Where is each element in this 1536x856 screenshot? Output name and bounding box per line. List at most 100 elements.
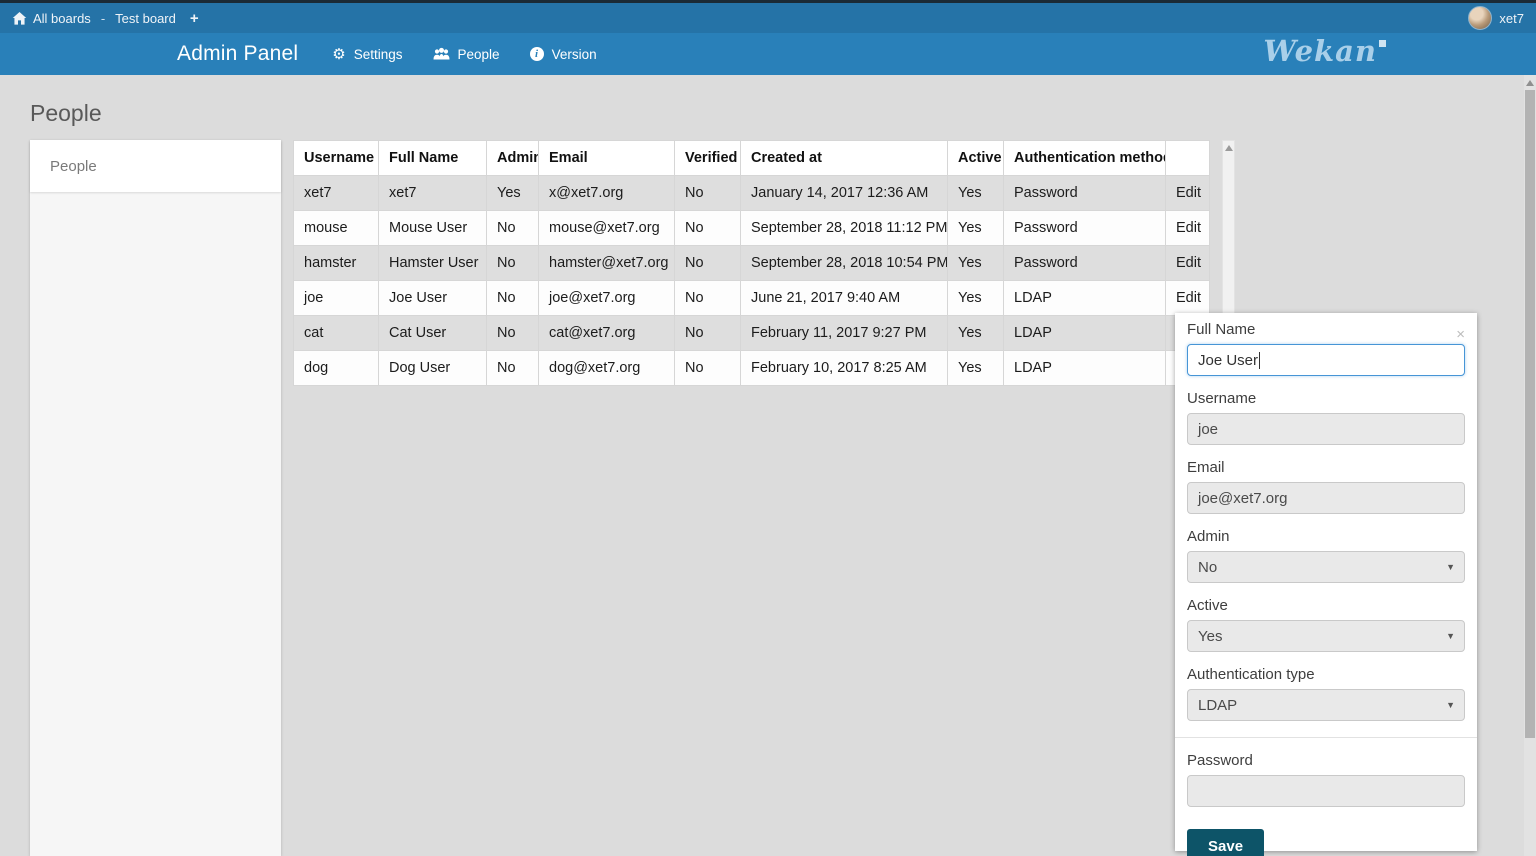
text-caret xyxy=(1259,351,1261,369)
admin-select[interactable]: No ▼ xyxy=(1187,551,1465,583)
cell-admin: No xyxy=(486,245,539,281)
cell-full-name: Dog User xyxy=(378,350,487,386)
page-scroll-up-arrow-icon[interactable] xyxy=(1526,80,1534,86)
cell-active: Yes xyxy=(947,350,1004,386)
cell-full-name: xet7 xyxy=(378,175,487,211)
avatar[interactable] xyxy=(1468,6,1493,30)
column-header-admin: Admin xyxy=(486,140,539,176)
scroll-up-arrow-icon[interactable] xyxy=(1224,145,1233,151)
panel-divider xyxy=(1175,737,1477,738)
close-icon[interactable]: × xyxy=(1456,326,1465,343)
column-header-active: Active xyxy=(947,140,1004,176)
column-header-username: Username xyxy=(293,140,379,176)
cell-verified: No xyxy=(674,280,741,316)
cell-full-name: Cat User xyxy=(378,315,487,351)
people-table-wrap: Username Full Name Admin Email Verified Creat… xyxy=(293,140,1210,386)
email-input[interactable]: joe@xet7.org xyxy=(1187,482,1465,514)
cell-username: hamster xyxy=(293,245,379,281)
admin-header: Admin Panel ⚙ Settings People i Version … xyxy=(0,33,1536,75)
cell-full-name: Joe User xyxy=(378,280,487,316)
cell-email: hamster@xet7.org xyxy=(538,245,675,281)
active-select[interactable]: Yes ▼ xyxy=(1187,620,1465,652)
page-header-title: Admin Panel xyxy=(177,42,299,65)
table-row: cat Cat User No cat@xet7.org No February 11, … xyxy=(293,315,1210,351)
sidebar-item-people[interactable]: People xyxy=(30,140,281,192)
cell-username: joe xyxy=(293,280,379,316)
cell-admin: No xyxy=(486,280,539,316)
column-header-verified: Verified xyxy=(674,140,741,176)
full-name-label: Full Name xyxy=(1187,321,1256,338)
cell-admin: Yes xyxy=(486,175,539,211)
cell-email: mouse@xet7.org xyxy=(538,210,675,246)
table-row: joe Joe User No joe@xet7.org No June 21, 2017… xyxy=(293,280,1210,316)
admin-nav: ⚙ Settings People i Version xyxy=(332,47,596,62)
cell-verified: No xyxy=(674,315,741,351)
edit-link[interactable]: Edit xyxy=(1165,280,1210,316)
cell-authentication-method: LDAP xyxy=(1003,350,1166,386)
cell-full-name: Hamster User xyxy=(378,245,487,281)
cell-admin: No xyxy=(486,210,539,246)
auth-type-label: Authentication type xyxy=(1187,666,1315,683)
cell-full-name: Mouse User xyxy=(378,210,487,246)
edit-user-panel: × Full Name Joe User Username joe Email … xyxy=(1175,313,1477,856)
cell-username: mouse xyxy=(293,210,379,246)
chevron-down-icon: ▼ xyxy=(1446,562,1455,572)
nav-settings[interactable]: ⚙ Settings xyxy=(332,47,402,62)
breadcrumb-separator: - xyxy=(100,10,106,26)
column-header-authentication-method: Authentication method xyxy=(1003,140,1166,176)
topbar: All boards - Test board + xet7 xyxy=(0,3,1536,33)
cell-active: Yes xyxy=(947,280,1004,316)
chevron-down-icon: ▼ xyxy=(1446,700,1455,710)
cell-email: x@xet7.org xyxy=(538,175,675,211)
full-name-input[interactable]: Joe User xyxy=(1187,344,1465,376)
auth-type-select[interactable]: LDAP ▼ xyxy=(1187,689,1465,721)
nav-people-label: People xyxy=(457,46,500,62)
users-icon xyxy=(433,47,450,61)
table-row: hamster Hamster User No hamster@xet7.org No S… xyxy=(293,245,1210,281)
cell-created-at: June 21, 2017 9:40 AM xyxy=(740,280,948,316)
cell-email: cat@xet7.org xyxy=(538,315,675,351)
table-row: xet7 xet7 Yes x@xet7.org No January 14, 2017 … xyxy=(293,175,1210,211)
info-icon: i xyxy=(529,47,544,61)
cell-created-at: September 28, 2018 11:12 PM xyxy=(740,210,948,246)
cell-authentication-method: LDAP xyxy=(1003,315,1166,351)
cell-authentication-method: LDAP xyxy=(1003,280,1166,316)
user-menu[interactable]: xet7 xyxy=(1468,6,1524,30)
breadcrumb-board-name[interactable]: Test board xyxy=(115,10,176,26)
edit-link[interactable]: Edit xyxy=(1165,245,1210,281)
nav-people[interactable]: People xyxy=(433,47,500,62)
password-label: Password xyxy=(1187,752,1253,769)
username-label: Username xyxy=(1187,390,1257,407)
add-board-button[interactable]: + xyxy=(189,9,199,27)
column-header-email: Email xyxy=(538,140,675,176)
edit-link[interactable]: Edit xyxy=(1165,175,1210,211)
user-name: xet7 xyxy=(1499,10,1524,26)
cell-active: Yes xyxy=(947,210,1004,246)
column-header-created-at: Created at xyxy=(740,140,948,176)
cell-verified: No xyxy=(674,210,741,246)
cell-authentication-method: Password xyxy=(1003,210,1166,246)
cell-active: Yes xyxy=(947,175,1004,211)
nav-version[interactable]: i Version xyxy=(529,47,597,62)
email-label: Email xyxy=(1187,459,1225,476)
cell-active: Yes xyxy=(947,315,1004,351)
chevron-down-icon: ▼ xyxy=(1446,631,1455,641)
logo-square xyxy=(1379,40,1386,47)
save-button[interactable]: Save xyxy=(1187,829,1265,856)
admin-label: Admin xyxy=(1187,528,1230,545)
home-icon[interactable] xyxy=(12,11,27,26)
nav-settings-label: Settings xyxy=(353,46,403,62)
password-input[interactable] xyxy=(1187,775,1465,807)
people-table: Username Full Name Admin Email Verified Creat… xyxy=(293,140,1210,386)
edit-link[interactable]: Edit xyxy=(1165,210,1210,246)
cell-active: Yes xyxy=(947,245,1004,281)
cell-verified: No xyxy=(674,350,741,386)
username-input[interactable]: joe xyxy=(1187,413,1465,445)
cell-verified: No xyxy=(674,245,741,281)
page-scrollbar[interactable] xyxy=(1524,75,1536,856)
page-scrollbar-thumb[interactable] xyxy=(1525,90,1535,738)
cell-admin: No xyxy=(486,315,539,351)
cell-verified: No xyxy=(674,175,741,211)
cell-authentication-method: Password xyxy=(1003,175,1166,211)
breadcrumb-all-boards[interactable]: All boards xyxy=(33,10,91,26)
